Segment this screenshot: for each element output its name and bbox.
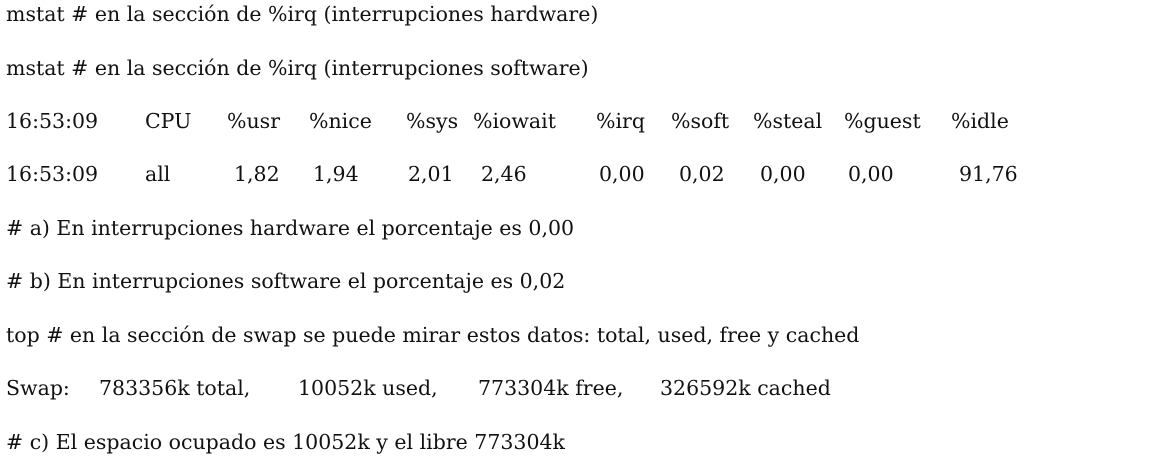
header-cell-usr: %usr xyxy=(227,109,281,133)
mpstat-header-row: 16:53:09 CPU %usr %nice %sys %iowait %ir… xyxy=(6,109,1106,133)
header-cell-sys: %sys xyxy=(406,109,459,133)
header-cell-soft: %soft xyxy=(671,109,730,133)
value-cell-idle: 91,76 xyxy=(959,162,1018,186)
value-cell-soft: 0,02 xyxy=(679,162,725,186)
answer-line-c: # c) El espacio ocupado es 10052k y el l… xyxy=(6,430,565,454)
value-cell-cpu: all xyxy=(145,162,171,186)
value-cell-iowait: 2,46 xyxy=(481,162,527,186)
header-cell-iowait: %iowait xyxy=(473,109,556,133)
value-cell-nice: 1,94 xyxy=(313,162,359,186)
value-cell-time: 16:53:09 xyxy=(6,162,99,186)
text-line-mstat-hardware: mstat # en la sección de %irq (interrupc… xyxy=(6,2,599,26)
swap-used: 10052k used, xyxy=(298,376,438,400)
value-cell-sys: 2,01 xyxy=(408,162,454,186)
header-cell-time: 16:53:09 xyxy=(6,109,99,133)
header-cell-steal: %steal xyxy=(753,109,823,133)
header-cell-cpu: CPU xyxy=(145,109,192,133)
header-cell-idle: %idle xyxy=(951,109,1009,133)
swap-free: 773304k free, xyxy=(478,376,624,400)
answer-line-a: # a) En interrupciones hardware el porce… xyxy=(6,216,575,240)
text-line-mstat-software: mstat # en la sección de %irq (interrupc… xyxy=(6,56,589,80)
swap-line: Swap: 783356k total, 10052k used, 773304… xyxy=(6,376,1106,400)
header-cell-nice: %nice xyxy=(309,109,372,133)
text-line-top-swap: top # en la sección de swap se puede mir… xyxy=(6,323,860,347)
header-cell-guest: %guest xyxy=(844,109,921,133)
mpstat-values-row: 16:53:09 all 1,82 1,94 2,01 2,46 0,00 0,… xyxy=(6,162,1106,186)
value-cell-guest: 0,00 xyxy=(848,162,894,186)
swap-total: 783356k total, xyxy=(99,376,251,400)
value-cell-steal: 0,00 xyxy=(760,162,806,186)
value-cell-irq: 0,00 xyxy=(599,162,645,186)
answer-line-b: # b) En interrupciones software el porce… xyxy=(6,269,566,293)
swap-cached: 326592k cached xyxy=(660,376,831,400)
value-cell-usr: 1,82 xyxy=(234,162,280,186)
swap-label: Swap: xyxy=(6,376,70,400)
header-cell-irq: %irq xyxy=(596,109,645,133)
